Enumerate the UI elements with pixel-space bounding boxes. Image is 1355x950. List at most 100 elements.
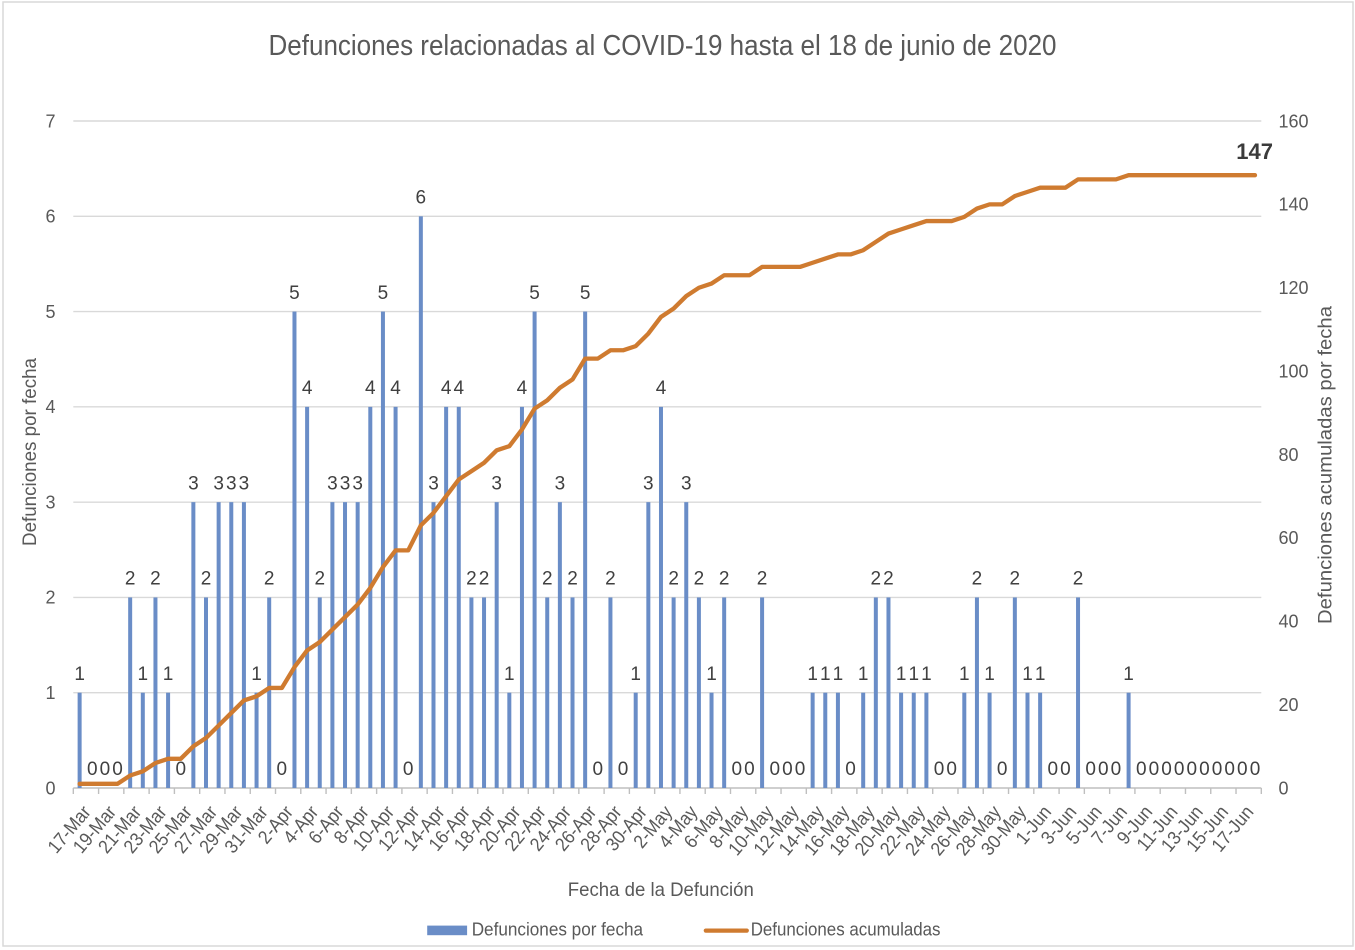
svg-text:2: 2: [1010, 569, 1021, 590]
svg-text:0: 0: [782, 759, 793, 780]
svg-text:4: 4: [365, 378, 376, 399]
svg-text:1: 1: [706, 664, 717, 685]
svg-text:0: 0: [1279, 778, 1289, 798]
svg-text:5: 5: [529, 283, 540, 304]
svg-text:7: 7: [45, 111, 55, 131]
svg-text:6: 6: [45, 207, 55, 227]
svg-text:Defunciones por fecha: Defunciones por fecha: [472, 920, 644, 940]
svg-text:0: 0: [1187, 759, 1198, 780]
svg-text:1: 1: [820, 664, 831, 685]
svg-text:0: 0: [1174, 759, 1185, 780]
svg-text:0: 0: [618, 759, 629, 780]
svg-text:2: 2: [150, 569, 161, 590]
svg-text:3: 3: [352, 473, 363, 494]
svg-text:4: 4: [302, 378, 313, 399]
svg-text:3: 3: [226, 473, 237, 494]
svg-text:147: 147: [1236, 139, 1273, 164]
svg-text:2: 2: [757, 569, 768, 590]
svg-text:120: 120: [1279, 278, 1309, 298]
svg-text:0: 0: [403, 759, 414, 780]
svg-text:160: 160: [1279, 111, 1309, 131]
svg-text:2: 2: [567, 569, 578, 590]
svg-text:2: 2: [479, 569, 490, 590]
svg-text:0: 0: [845, 759, 856, 780]
svg-text:1: 1: [921, 664, 932, 685]
svg-text:Defunciones por fecha: Defunciones por fecha: [20, 358, 41, 546]
svg-text:6: 6: [416, 187, 427, 208]
svg-text:0: 0: [795, 759, 806, 780]
svg-text:0: 0: [45, 778, 55, 798]
svg-text:4: 4: [517, 378, 528, 399]
svg-text:1: 1: [908, 664, 919, 685]
svg-text:2: 2: [125, 569, 136, 590]
svg-text:3: 3: [45, 492, 55, 512]
svg-text:3: 3: [643, 473, 654, 494]
svg-text:1: 1: [630, 664, 641, 685]
svg-text:1: 1: [74, 664, 85, 685]
svg-text:5: 5: [289, 283, 300, 304]
svg-text:0: 0: [593, 759, 604, 780]
svg-text:1: 1: [1123, 664, 1134, 685]
svg-text:4: 4: [453, 378, 464, 399]
svg-text:1: 1: [45, 683, 55, 703]
svg-text:0: 0: [1111, 759, 1122, 780]
svg-text:0: 0: [934, 759, 945, 780]
svg-text:0: 0: [277, 759, 288, 780]
svg-text:Fecha de la Defunción: Fecha de la Defunción: [568, 879, 754, 901]
svg-text:0: 0: [175, 759, 186, 780]
svg-text:1: 1: [251, 664, 262, 685]
svg-text:2: 2: [542, 569, 553, 590]
svg-text:1: 1: [833, 664, 844, 685]
svg-text:2: 2: [605, 569, 616, 590]
svg-text:2: 2: [719, 569, 730, 590]
svg-text:5: 5: [580, 283, 591, 304]
svg-text:0: 0: [744, 759, 755, 780]
svg-text:2: 2: [264, 569, 275, 590]
svg-text:3: 3: [681, 473, 692, 494]
svg-text:2: 2: [883, 569, 894, 590]
svg-text:4: 4: [441, 378, 452, 399]
svg-text:2: 2: [871, 569, 882, 590]
svg-text:2: 2: [45, 588, 55, 608]
svg-text:3: 3: [188, 473, 199, 494]
svg-text:0: 0: [1161, 759, 1172, 780]
svg-text:5: 5: [45, 302, 55, 322]
svg-text:2: 2: [201, 569, 212, 590]
svg-text:3: 3: [213, 473, 224, 494]
svg-text:2: 2: [668, 569, 679, 590]
svg-text:4: 4: [390, 378, 401, 399]
svg-text:2: 2: [1073, 569, 1084, 590]
svg-text:3: 3: [491, 473, 502, 494]
svg-text:40: 40: [1279, 612, 1299, 632]
svg-text:0: 0: [1237, 759, 1248, 780]
svg-text:0: 0: [946, 759, 957, 780]
svg-text:1: 1: [807, 664, 818, 685]
svg-text:4: 4: [656, 378, 667, 399]
svg-text:20: 20: [1279, 695, 1299, 715]
svg-text:3: 3: [327, 473, 338, 494]
svg-text:0: 0: [87, 759, 98, 780]
svg-text:1: 1: [858, 664, 869, 685]
svg-text:2: 2: [466, 569, 477, 590]
svg-text:0: 0: [1224, 759, 1235, 780]
svg-text:80: 80: [1279, 445, 1299, 465]
svg-text:0: 0: [1047, 759, 1058, 780]
svg-text:0: 0: [1136, 759, 1147, 780]
svg-text:0: 0: [1149, 759, 1160, 780]
svg-text:0: 0: [112, 759, 123, 780]
svg-text:1: 1: [1035, 664, 1046, 685]
svg-text:2: 2: [314, 569, 325, 590]
svg-text:0: 0: [769, 759, 780, 780]
svg-text:0: 0: [1199, 759, 1210, 780]
svg-text:0: 0: [1098, 759, 1109, 780]
svg-text:Defunciones relacionadas al CO: Defunciones relacionadas al COVID-19 has…: [269, 30, 1057, 62]
svg-text:0: 0: [100, 759, 111, 780]
svg-text:3: 3: [555, 473, 566, 494]
svg-text:3: 3: [428, 473, 439, 494]
svg-text:1: 1: [984, 664, 995, 685]
svg-text:4: 4: [45, 397, 55, 417]
svg-text:3: 3: [239, 473, 250, 494]
svg-text:1: 1: [1022, 664, 1033, 685]
svg-text:2: 2: [694, 569, 705, 590]
svg-text:1: 1: [163, 664, 174, 685]
